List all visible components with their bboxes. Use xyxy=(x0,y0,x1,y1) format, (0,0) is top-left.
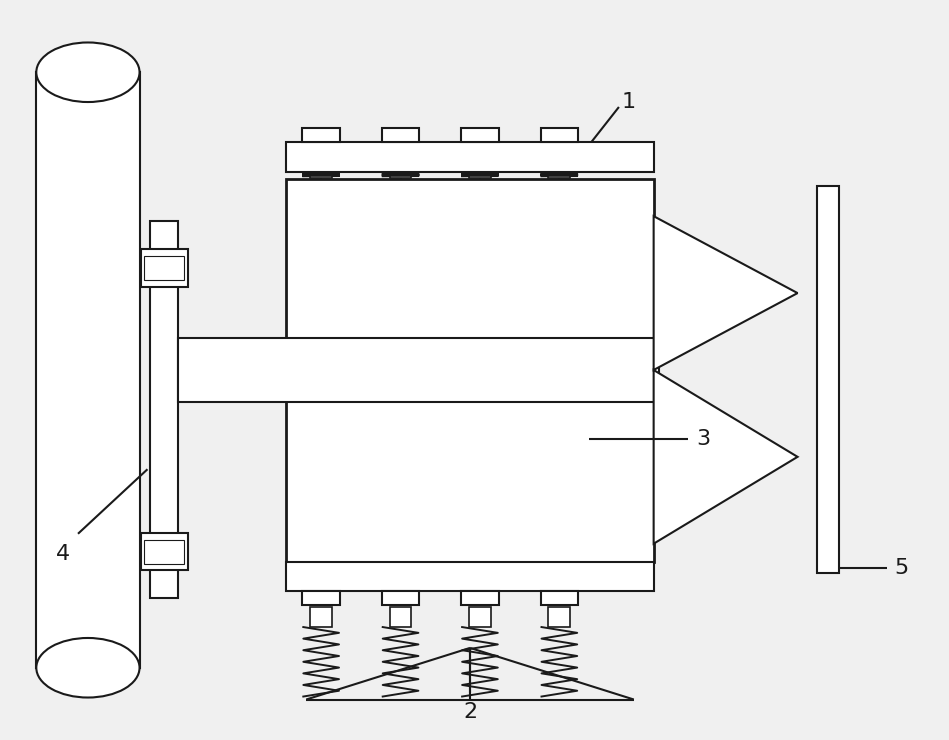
Bar xyxy=(469,176,491,178)
Bar xyxy=(817,186,839,574)
Bar xyxy=(303,128,340,142)
Text: 2: 2 xyxy=(463,702,477,722)
Bar xyxy=(144,256,184,280)
Text: 3: 3 xyxy=(697,429,711,449)
Bar xyxy=(287,179,654,562)
Polygon shape xyxy=(654,370,797,544)
Bar xyxy=(381,591,419,605)
Bar xyxy=(390,176,412,178)
Bar xyxy=(178,338,659,402)
Bar xyxy=(549,608,570,627)
Bar xyxy=(310,608,332,627)
Bar xyxy=(310,176,332,178)
Bar xyxy=(140,533,188,571)
Bar xyxy=(140,249,188,286)
Text: 5: 5 xyxy=(895,559,909,579)
Bar xyxy=(151,221,178,598)
Polygon shape xyxy=(654,216,797,370)
Bar xyxy=(287,142,654,172)
Bar xyxy=(287,562,654,591)
Bar xyxy=(144,539,184,564)
Bar xyxy=(381,128,419,142)
Bar xyxy=(461,128,499,142)
Bar xyxy=(541,128,578,142)
Bar xyxy=(303,591,340,605)
Ellipse shape xyxy=(36,42,140,102)
Text: 1: 1 xyxy=(622,92,636,112)
Bar xyxy=(541,591,578,605)
Bar xyxy=(461,591,499,605)
Bar xyxy=(549,176,570,178)
Bar xyxy=(469,608,491,627)
Ellipse shape xyxy=(36,638,140,698)
Text: 4: 4 xyxy=(56,544,70,564)
Bar xyxy=(36,73,140,667)
Bar xyxy=(390,608,412,627)
